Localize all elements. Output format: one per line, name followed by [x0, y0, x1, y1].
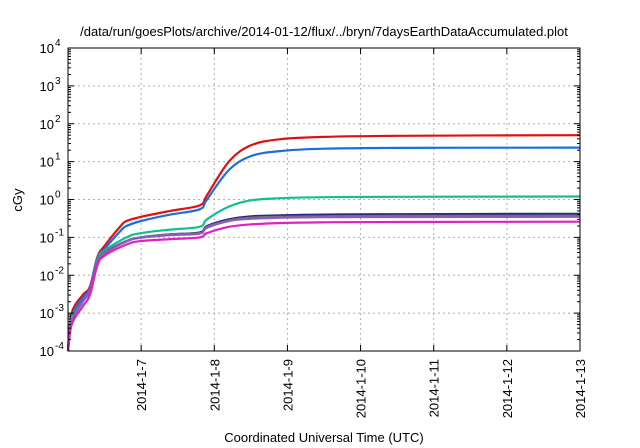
y-tick-exponent: -1 — [55, 227, 64, 238]
y-tick-label: 10 — [40, 79, 54, 94]
y-tick-exponent: -3 — [55, 303, 64, 314]
y-tick-exponent: 0 — [55, 190, 61, 201]
x-axis: 2014-1-7 2014-1-8 2014-1-9 2014-1-10 2014-1-… — [134, 48, 588, 418]
y-tick-label: 10 — [40, 230, 54, 245]
x-tick-label: 2014-1-12 — [500, 359, 515, 418]
y-tick-exponent: 1 — [55, 152, 61, 163]
y-tick-label: 10 — [40, 117, 54, 132]
x-axis-label: Coordinated Universal Time (UTC) — [224, 430, 423, 445]
y-tick-exponent: 2 — [55, 114, 61, 125]
y-tick-label: 10 — [40, 41, 54, 56]
y-tick-label: 10 — [40, 155, 54, 170]
series-line — [66, 212, 581, 352]
y-tick-exponent: -4 — [55, 341, 64, 352]
x-tick-label: 2014-1-7 — [134, 359, 149, 411]
x-tick-label: 2014-1-10 — [354, 359, 369, 418]
x-tick-label: 2014-1-11 — [427, 359, 442, 417]
y-tick-exponent: 4 — [55, 38, 61, 49]
grid — [68, 48, 580, 351]
x-tick-label: 2014-1-9 — [280, 359, 295, 411]
y-tick-exponent: -2 — [55, 265, 64, 276]
y-tick-label: 10 — [40, 306, 54, 321]
series-line — [66, 134, 581, 352]
y-tick-exponent: 3 — [55, 76, 61, 87]
y-tick-label: 10 — [40, 344, 54, 359]
series-line — [66, 146, 581, 352]
series-layer — [66, 134, 581, 352]
chart-title: /data/run/goesPlots/archive/2014-01-12/f… — [80, 24, 568, 39]
x-tick-label: 2014-1-13 — [573, 359, 588, 418]
series-line — [66, 220, 581, 352]
y-tick-label: 10 — [40, 193, 54, 208]
series-line — [66, 215, 581, 352]
x-tick-label: 2014-1-8 — [207, 359, 222, 411]
y-axis-label: cGy — [10, 188, 25, 212]
y-tick-label: 10 — [40, 268, 54, 283]
